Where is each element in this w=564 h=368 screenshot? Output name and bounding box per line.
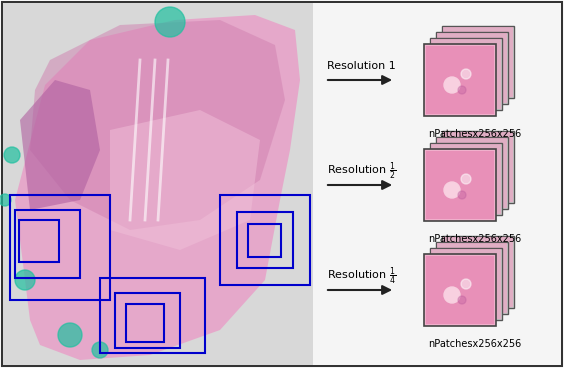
FancyBboxPatch shape bbox=[436, 137, 508, 209]
Text: nPatchesx256x256: nPatchesx256x256 bbox=[429, 234, 522, 244]
Text: Resolution $\frac{1}{2}$: Resolution $\frac{1}{2}$ bbox=[327, 160, 396, 182]
FancyBboxPatch shape bbox=[443, 132, 513, 202]
Circle shape bbox=[4, 147, 20, 163]
FancyBboxPatch shape bbox=[424, 149, 496, 221]
FancyBboxPatch shape bbox=[430, 248, 502, 320]
Circle shape bbox=[155, 7, 185, 37]
Text: nPatchesx256x256: nPatchesx256x256 bbox=[429, 129, 522, 139]
FancyBboxPatch shape bbox=[436, 32, 508, 104]
Bar bbox=[3, 3, 313, 365]
FancyBboxPatch shape bbox=[442, 236, 514, 308]
Polygon shape bbox=[30, 20, 285, 230]
FancyBboxPatch shape bbox=[436, 242, 508, 314]
FancyBboxPatch shape bbox=[426, 46, 494, 114]
Circle shape bbox=[92, 342, 108, 358]
Bar bbox=[126, 304, 164, 342]
FancyBboxPatch shape bbox=[431, 39, 501, 109]
FancyBboxPatch shape bbox=[443, 27, 513, 97]
FancyBboxPatch shape bbox=[424, 44, 496, 116]
Circle shape bbox=[15, 270, 35, 290]
Circle shape bbox=[0, 194, 11, 206]
Circle shape bbox=[444, 287, 460, 303]
Bar bbox=[15, 210, 80, 278]
FancyBboxPatch shape bbox=[424, 254, 496, 326]
Text: nPatchesx256x256: nPatchesx256x256 bbox=[429, 339, 522, 349]
FancyBboxPatch shape bbox=[437, 243, 507, 313]
Polygon shape bbox=[15, 15, 300, 360]
Circle shape bbox=[461, 69, 471, 79]
FancyBboxPatch shape bbox=[430, 143, 502, 215]
Circle shape bbox=[458, 296, 466, 304]
Bar bbox=[313, 3, 561, 365]
FancyBboxPatch shape bbox=[431, 144, 501, 214]
FancyBboxPatch shape bbox=[442, 131, 514, 203]
Circle shape bbox=[444, 182, 460, 198]
Bar bbox=[237, 212, 293, 268]
Bar bbox=[19, 220, 59, 262]
FancyBboxPatch shape bbox=[437, 138, 507, 208]
FancyBboxPatch shape bbox=[431, 249, 501, 319]
FancyBboxPatch shape bbox=[426, 151, 494, 219]
FancyBboxPatch shape bbox=[443, 237, 513, 307]
Circle shape bbox=[461, 174, 471, 184]
Bar bbox=[10, 195, 110, 300]
Circle shape bbox=[58, 323, 82, 347]
Polygon shape bbox=[110, 110, 260, 250]
Text: Resolution 1: Resolution 1 bbox=[327, 61, 396, 71]
Circle shape bbox=[461, 279, 471, 289]
FancyBboxPatch shape bbox=[442, 26, 514, 98]
FancyBboxPatch shape bbox=[437, 33, 507, 103]
Bar bbox=[220, 195, 310, 285]
Text: Resolution $\frac{1}{4}$: Resolution $\frac{1}{4}$ bbox=[327, 265, 396, 287]
Circle shape bbox=[444, 77, 460, 93]
Circle shape bbox=[458, 86, 466, 94]
FancyBboxPatch shape bbox=[430, 38, 502, 110]
Bar bbox=[248, 224, 281, 257]
Circle shape bbox=[458, 191, 466, 199]
Polygon shape bbox=[20, 80, 100, 210]
FancyBboxPatch shape bbox=[426, 256, 494, 324]
Bar bbox=[100, 278, 205, 353]
Bar bbox=[115, 293, 180, 348]
